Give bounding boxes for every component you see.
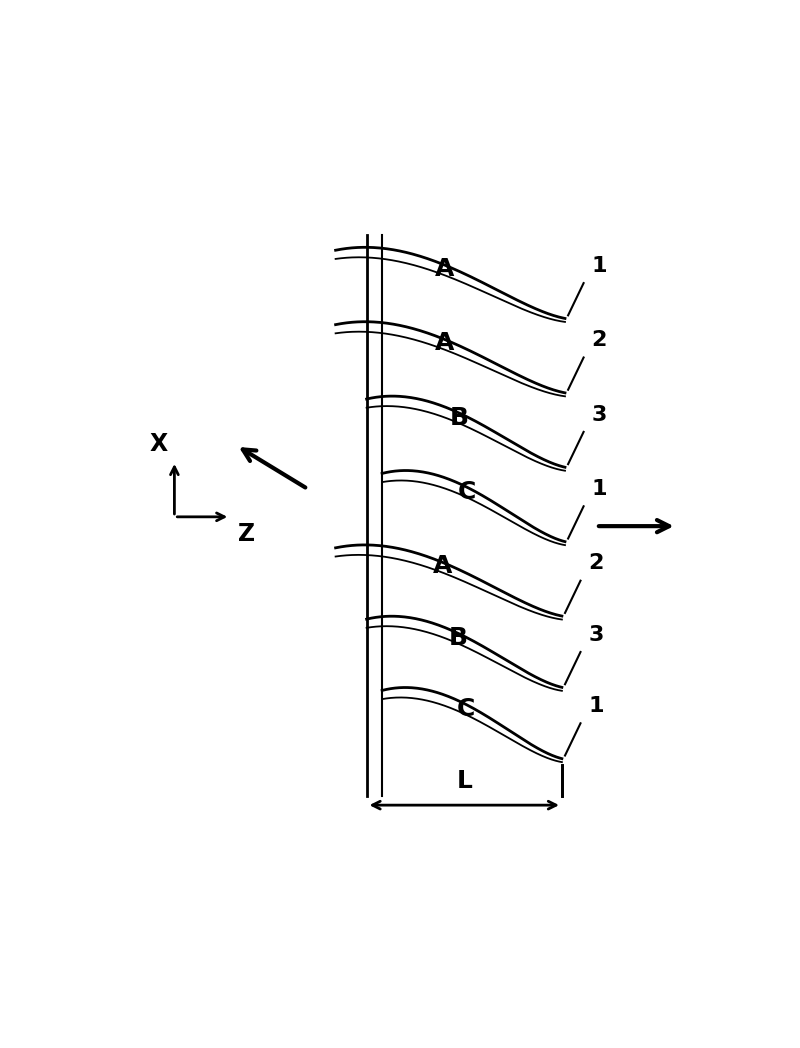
Text: 2: 2 — [591, 330, 606, 350]
Text: A: A — [434, 257, 454, 281]
Text: B: B — [449, 626, 467, 650]
Text: X: X — [150, 432, 168, 456]
Text: 1: 1 — [591, 479, 607, 499]
Text: C: C — [457, 697, 475, 721]
Text: Z: Z — [238, 522, 254, 546]
Text: 3: 3 — [588, 625, 604, 645]
Text: B: B — [450, 406, 469, 430]
Text: 1: 1 — [591, 256, 607, 276]
Text: A: A — [434, 331, 454, 355]
Text: 1: 1 — [588, 696, 604, 716]
Text: 3: 3 — [591, 405, 606, 424]
Text: 2: 2 — [588, 553, 604, 573]
Text: L: L — [456, 769, 472, 792]
Text: A: A — [433, 554, 452, 578]
Text: C: C — [458, 480, 477, 504]
